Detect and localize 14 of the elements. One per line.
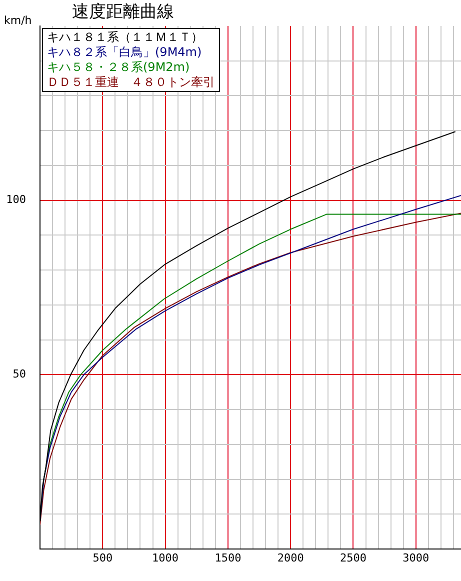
- text: キハ５８・２８系(9M2m): [47, 60, 191, 75]
- chart-title: 速度距離曲線: [72, 1, 174, 23]
- x-tick-label: 1000: [152, 551, 179, 564]
- x-tick-label: 2000: [277, 551, 304, 564]
- x-tick-label: 2500: [340, 551, 366, 564]
- text: キハ８２系「白鳥」(9M4m): [47, 45, 203, 60]
- y-tick-label: 100: [6, 193, 26, 206]
- x-tick-label: 3000: [402, 551, 430, 564]
- text: ＤＤ５１重連 ４８０トン牽引: [47, 75, 215, 90]
- x-tick-label: 1500: [214, 551, 242, 564]
- y-tick-label: 50: [12, 368, 26, 381]
- y-axis-title: km/h: [4, 14, 32, 27]
- text: キハ１８１系（１１Ｍ１Ｔ）: [47, 30, 204, 45]
- x-tick-label: 500: [92, 551, 113, 564]
